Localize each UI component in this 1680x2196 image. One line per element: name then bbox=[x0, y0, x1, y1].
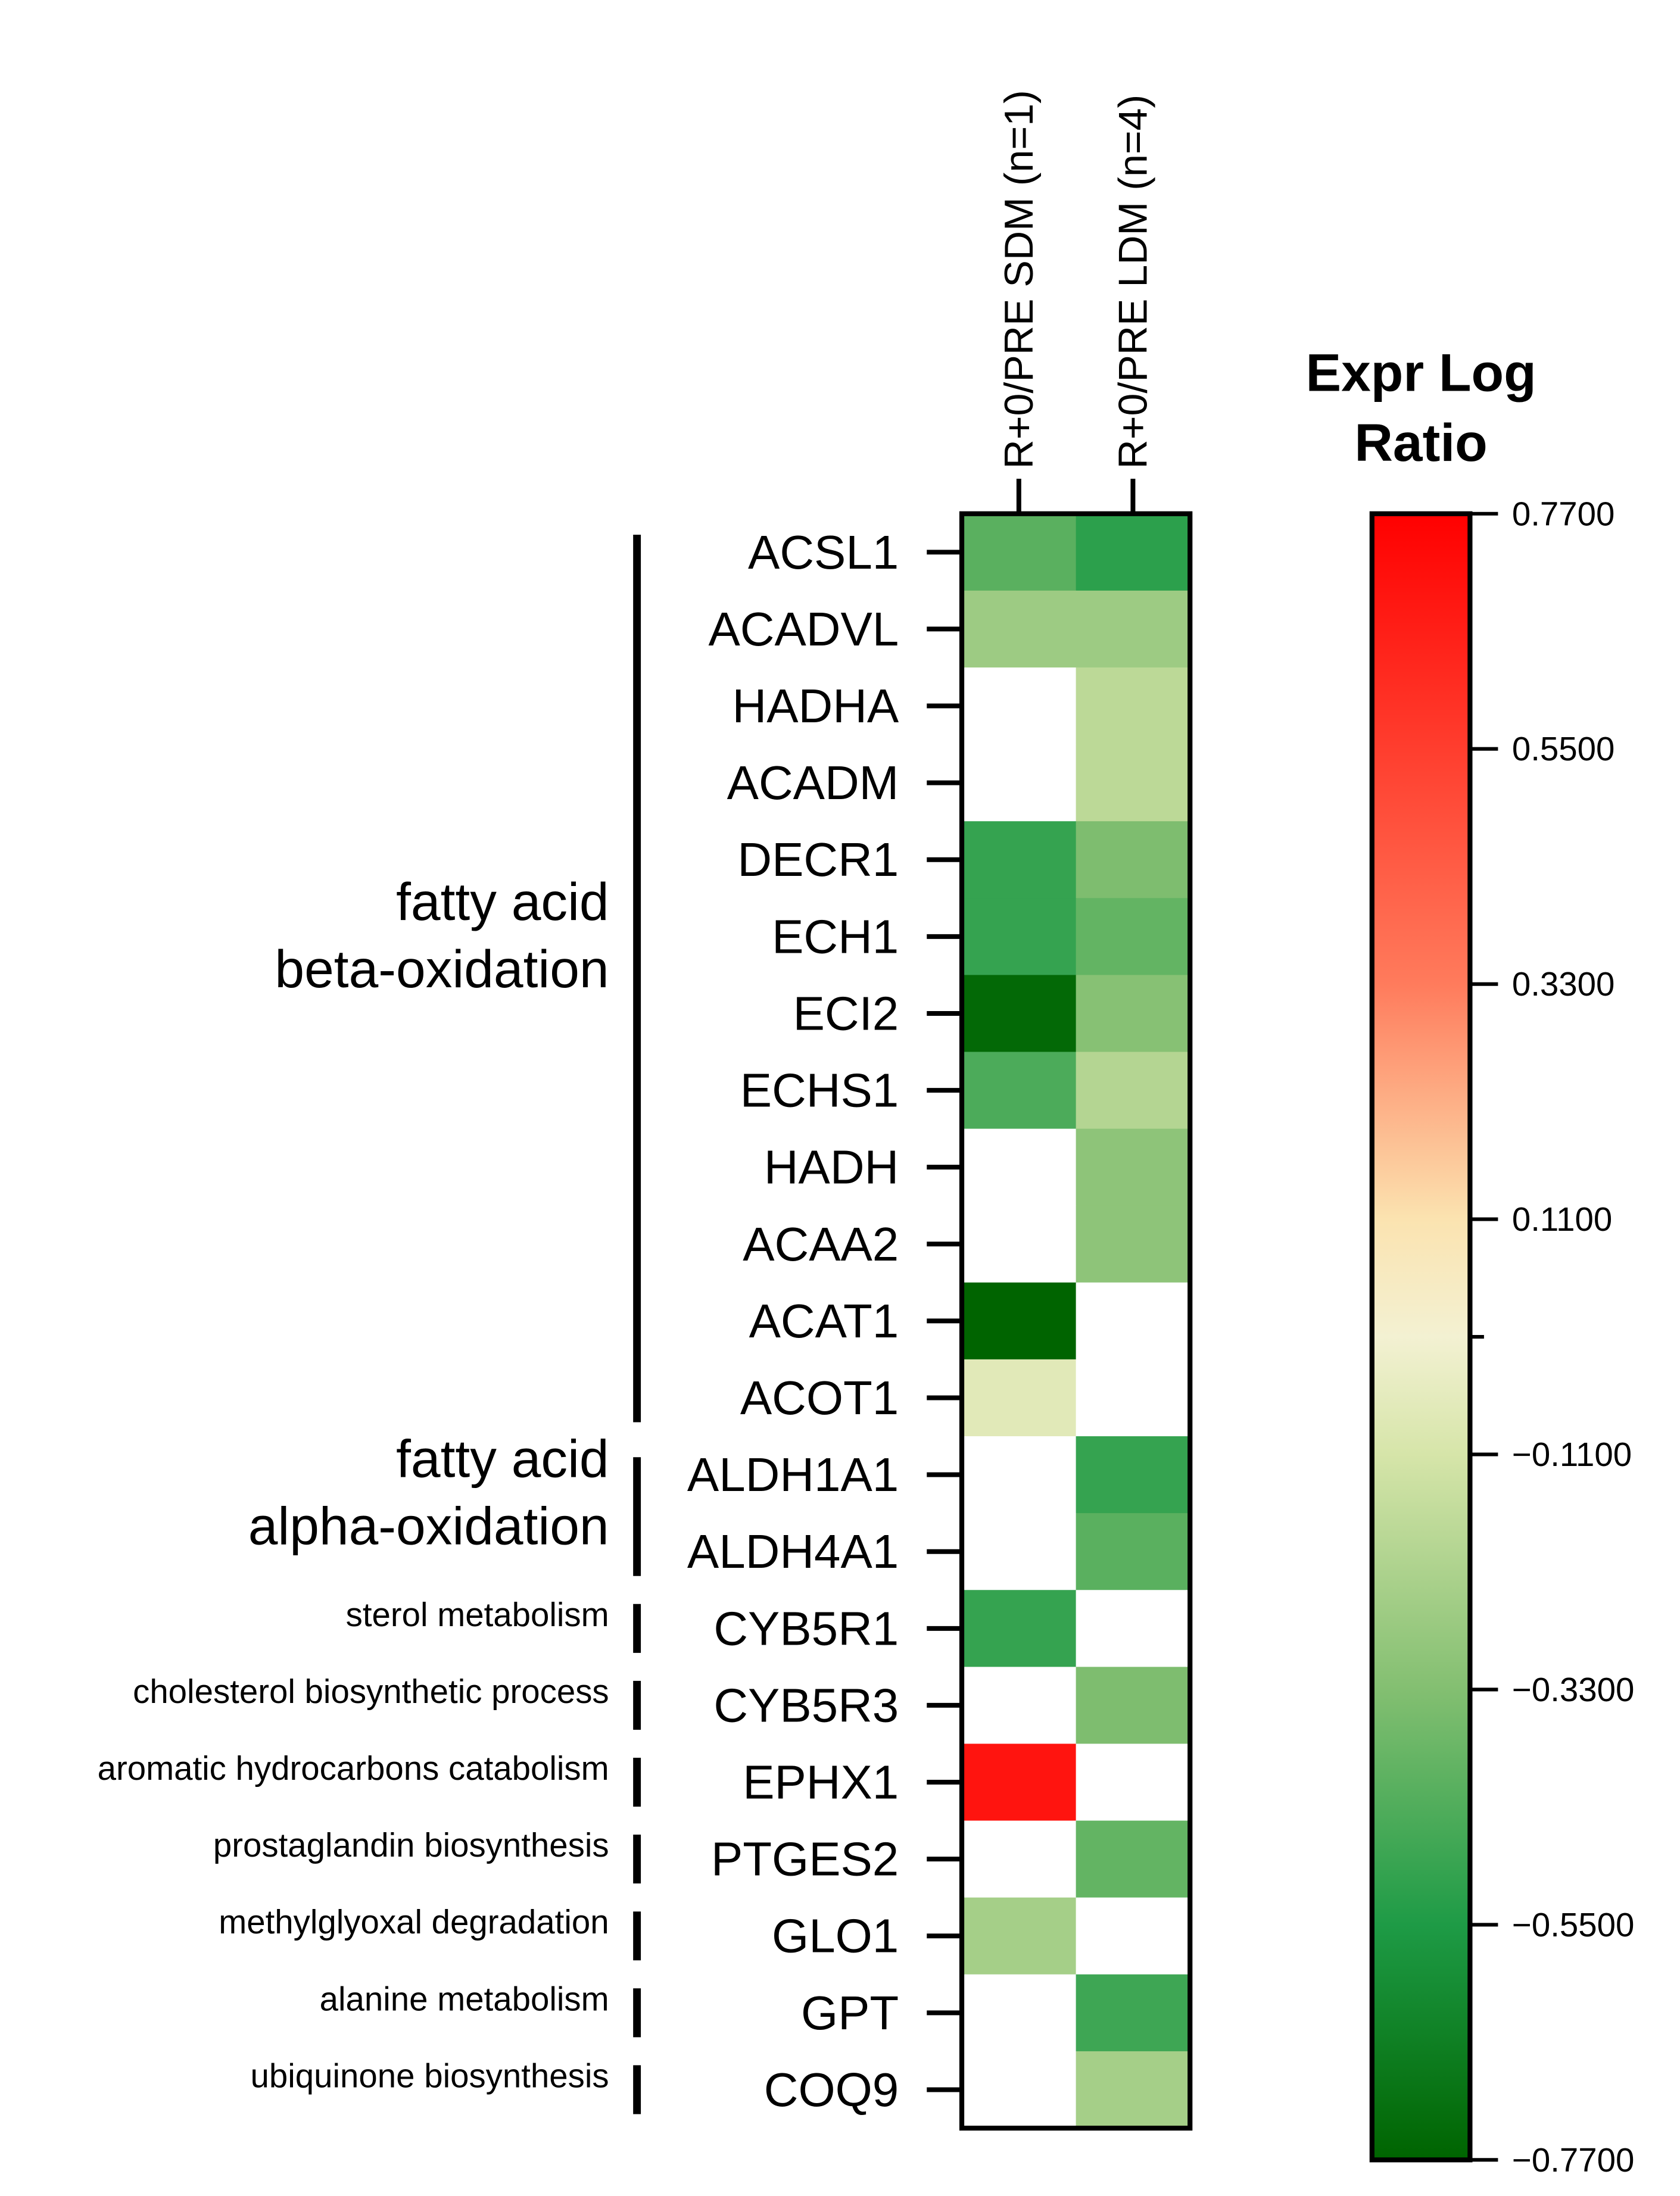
heatmap-cell bbox=[962, 1436, 1077, 1514]
column-label: R+0/PRE SDM (n=1) bbox=[996, 90, 1042, 469]
row-label: ACADM bbox=[727, 756, 899, 809]
heatmap-cell bbox=[962, 821, 1077, 899]
row-label: HADH bbox=[764, 1141, 899, 1194]
heatmap-cell bbox=[1076, 1974, 1190, 2052]
group-label: methylglyoxal degradation bbox=[219, 1903, 609, 1941]
heatmap-cell bbox=[962, 1282, 1077, 1360]
heatmap-cell bbox=[1076, 513, 1190, 591]
row-label: ECHS1 bbox=[740, 1064, 899, 1117]
heatmap-cell bbox=[1076, 1359, 1190, 1437]
heatmap-cell bbox=[962, 1590, 1077, 1667]
heatmap-cell bbox=[962, 2051, 1077, 2129]
colorbar-bar bbox=[1369, 511, 1473, 2163]
heatmap-cell bbox=[1076, 667, 1190, 745]
colorbar-tick-label: 0.5500 bbox=[1512, 730, 1615, 768]
heatmap-cell bbox=[962, 1897, 1077, 1975]
colorbar-title: Expr Log bbox=[1306, 342, 1536, 402]
heatmap-cell bbox=[1076, 744, 1190, 822]
heatmap-cell bbox=[962, 1052, 1077, 1130]
heatmap-cell bbox=[1076, 1128, 1190, 1206]
group-label: fatty acid bbox=[396, 1429, 609, 1489]
row-label: ECH1 bbox=[772, 910, 899, 963]
heatmap-cell bbox=[962, 667, 1077, 745]
row-label: ACAA2 bbox=[743, 1218, 899, 1271]
colorbar-tick-label: 0.7700 bbox=[1512, 495, 1615, 532]
column-label: R+0/PRE LDM (n=4) bbox=[1110, 95, 1155, 469]
row-label: ECI2 bbox=[793, 987, 899, 1040]
heatmap-cell bbox=[1076, 1436, 1190, 1514]
colorbar: 0.7700 0.5500 0.3300 0.1100 −0.1100 −0.3300 −0… bbox=[1306, 342, 1635, 2179]
heatmap-cell bbox=[1076, 1205, 1190, 1283]
heatmap-cell bbox=[962, 1974, 1077, 2052]
heatmap-cell bbox=[1076, 1820, 1190, 1898]
group-label: alpha-oxidation bbox=[248, 1496, 609, 1555]
group-label: cholesterol biosynthetic process bbox=[133, 1673, 609, 1710]
heatmap-cell bbox=[1076, 1590, 1190, 1667]
group-label: beta-oxidation bbox=[275, 939, 609, 999]
colorbar-tick-label: −0.7700 bbox=[1512, 2141, 1634, 2179]
heatmap-cell bbox=[962, 1359, 1077, 1437]
heatmap-cell bbox=[1076, 1052, 1190, 1130]
colorbar-tick-label: 0.1100 bbox=[1512, 1200, 1612, 1238]
heatmap-cell bbox=[1076, 821, 1190, 899]
row-label: EPHX1 bbox=[743, 1756, 899, 1809]
row-label: ACADVL bbox=[708, 603, 899, 656]
heatmap-cell bbox=[1076, 1282, 1190, 1360]
colorbar-title: Ratio bbox=[1354, 413, 1487, 472]
row-label: ALDH1A1 bbox=[687, 1448, 899, 1501]
heatmap-cell bbox=[1076, 1513, 1190, 1590]
colorbar-tick-label: 0.3300 bbox=[1512, 965, 1615, 1003]
row-groups: fatty acid beta-oxidation fatty acid alpha-… bbox=[98, 535, 641, 2114]
heatmap-cell bbox=[962, 1513, 1077, 1590]
colorbar-tick-label: −0.5500 bbox=[1512, 1906, 1634, 1944]
heatmap-cell bbox=[1076, 1897, 1190, 1975]
group-label: ubiquinone biosynthesis bbox=[251, 2057, 609, 2094]
row-label: GPT bbox=[801, 1986, 899, 2039]
heatmap-cell bbox=[1076, 1667, 1190, 1745]
group-label: sterol metabolism bbox=[346, 1596, 609, 1633]
group-label: prostaglandin biosynthesis bbox=[213, 1826, 609, 1864]
heatmap-cell bbox=[962, 513, 1077, 591]
row-label: HADHA bbox=[733, 679, 899, 732]
heatmap-cell bbox=[962, 1743, 1077, 1821]
colorbar-tick-label: −0.3300 bbox=[1512, 1671, 1634, 1708]
row-label: ACAT1 bbox=[749, 1294, 899, 1347]
heatmap-cell bbox=[962, 1128, 1077, 1206]
heatmap-cell bbox=[962, 744, 1077, 822]
row-label: ACOT1 bbox=[740, 1371, 899, 1424]
heatmap-cell bbox=[1076, 1743, 1190, 1821]
column-labels: R+0/PRE SDM (n=1) R+0/PRE LDM (n=4) bbox=[996, 90, 1155, 514]
row-label: GLO1 bbox=[772, 1910, 899, 1963]
heatmap-cell bbox=[1076, 2051, 1190, 2129]
row-labels: ACSL1 ACADVL HADHA ACADM DECR1 ECH1 ECI2 ECHS1 H… bbox=[687, 526, 962, 2116]
group-label: aromatic hydrocarbons catabolism bbox=[98, 1749, 609, 1787]
row-label: ACSL1 bbox=[748, 526, 899, 579]
heatmap-cell bbox=[962, 975, 1077, 1053]
heatmap-cell bbox=[962, 1820, 1077, 1898]
heatmap-cell bbox=[962, 1667, 1077, 1745]
heatmap-cell bbox=[962, 590, 1077, 668]
colorbar-tick-label: −0.1100 bbox=[1512, 1436, 1632, 1473]
row-label: COQ9 bbox=[764, 2063, 899, 2116]
group-label: alanine metabolism bbox=[320, 1980, 609, 2017]
heatmap-cell bbox=[962, 1205, 1077, 1283]
heatmap-cells bbox=[962, 513, 1190, 2129]
row-label: CYB5R1 bbox=[713, 1602, 899, 1655]
group-label: fatty acid bbox=[396, 872, 609, 931]
row-label: CYB5R3 bbox=[713, 1679, 899, 1732]
row-label: DECR1 bbox=[737, 833, 899, 886]
heatmap-cell bbox=[962, 898, 1077, 975]
row-label: PTGES2 bbox=[711, 1833, 899, 1886]
heatmap-cell bbox=[1076, 898, 1190, 975]
heatmap-cell bbox=[1076, 975, 1190, 1053]
row-label: ALDH4A1 bbox=[687, 1525, 899, 1578]
heatmap-cell bbox=[1076, 590, 1190, 668]
